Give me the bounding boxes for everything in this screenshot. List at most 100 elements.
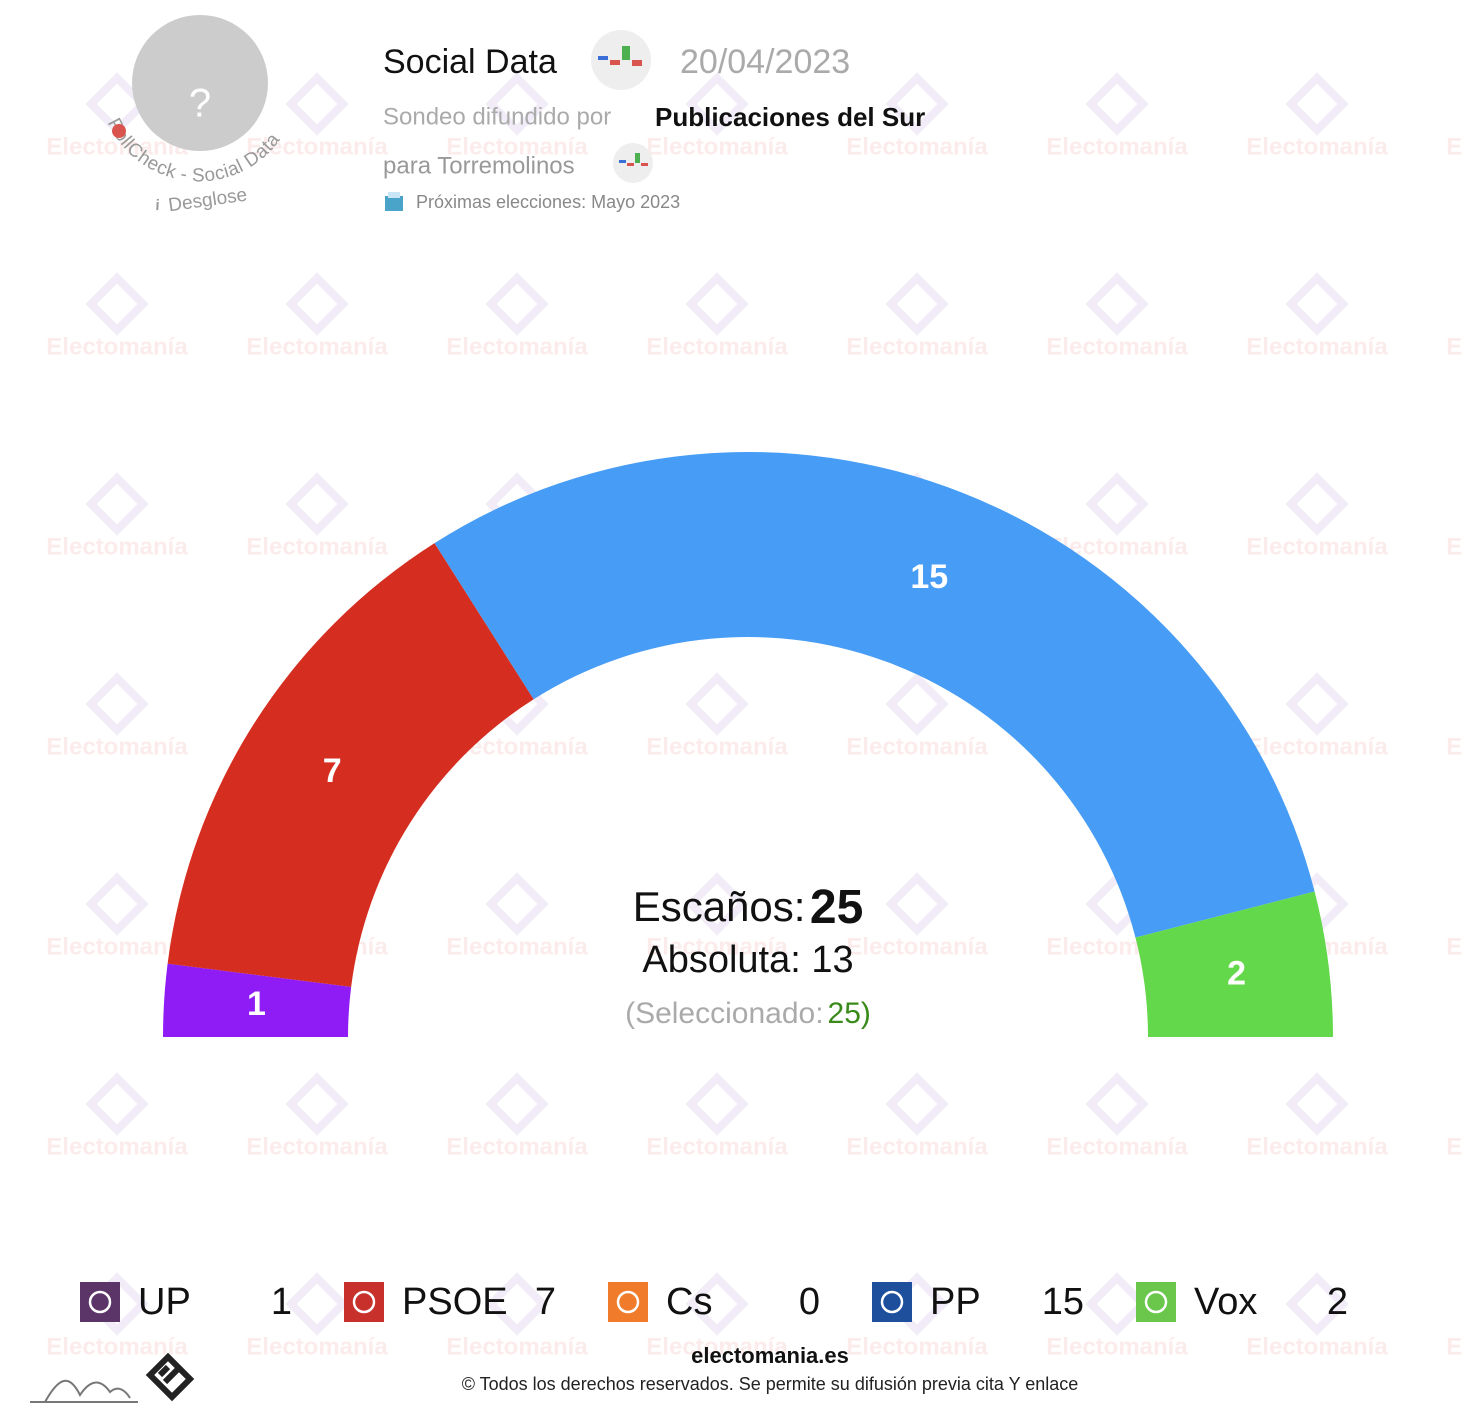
ballot-icon — [385, 192, 403, 211]
seats-line: Escaños: 25 — [633, 881, 864, 934]
watermark-icon — [885, 72, 949, 136]
scope-logo — [613, 143, 653, 183]
watermark-text: Electomanía — [1446, 933, 1462, 960]
watermark-icon — [285, 272, 349, 336]
watermark-text: Electomanía — [846, 1133, 988, 1160]
watermark-icon — [285, 1072, 349, 1136]
watermark-icon — [1285, 472, 1349, 536]
majority-line: Absoluta: 13 — [642, 939, 853, 981]
watermark-icon — [485, 72, 549, 136]
watermark-text: Electomanía — [446, 933, 588, 960]
watermark-icon — [85, 272, 149, 336]
watermark-text: Electomanía — [846, 933, 988, 960]
watermark-text: Electomanía — [646, 1133, 788, 1160]
publisher[interactable]: Publicaciones del Sur — [655, 102, 925, 132]
watermark-text: Electomanía — [1246, 333, 1388, 360]
watermark-text: Electomanía — [1246, 533, 1388, 560]
legend-value: 2 — [1327, 1281, 1348, 1323]
watermark-text: Electomanía — [46, 1133, 188, 1160]
watermark-icon — [285, 1272, 349, 1336]
breakdown-link[interactable]: i Desglose — [154, 184, 248, 218]
watermark-icon — [685, 872, 749, 936]
watermark-icon — [85, 872, 149, 936]
footer-logo — [30, 1352, 195, 1403]
watermark-text: Electomanía — [1246, 733, 1388, 760]
seat-label: 1 — [247, 985, 266, 1023]
watermark-icon — [1085, 72, 1149, 136]
watermark-icon — [285, 72, 349, 136]
watermark-text: Electomanía — [1446, 1133, 1462, 1160]
published-by-label: Sondeo difundido por — [383, 103, 611, 130]
watermark-text: Electomanía — [246, 333, 388, 360]
legend-name: Cs — [666, 1281, 712, 1323]
watermark-icon — [685, 72, 749, 136]
chart: 1 7 15 2 — [163, 452, 1333, 1037]
selected-open: (Seleccionado: — [625, 997, 823, 1030]
watermark-text: Electomanía — [246, 533, 388, 560]
party-logo — [1136, 1282, 1176, 1322]
watermark-icon — [1285, 1272, 1349, 1336]
seat-segment — [434, 452, 1315, 938]
seats-label: Escaños: — [633, 883, 806, 930]
avatar-placeholder: ? — [189, 82, 211, 126]
watermark-icon — [485, 1272, 549, 1336]
seat-segment — [167, 543, 534, 987]
watermark-text: Electomanía — [646, 333, 788, 360]
watermark-text: Electomanía — [46, 733, 188, 760]
watermark-icon — [85, 672, 149, 736]
watermark-text: Electomanía — [46, 1333, 188, 1360]
watermark-icon — [885, 672, 949, 736]
watermark-icon — [485, 1072, 549, 1136]
next-elections: Próximas elecciones: Mayo 2023 — [416, 192, 680, 212]
party-logo-mark — [616, 1290, 640, 1314]
party-logo — [344, 1282, 384, 1322]
seat-label: 15 — [910, 558, 948, 596]
watermark-text: Electomanía — [446, 133, 588, 160]
party-logo-mark — [88, 1290, 112, 1314]
watermark-icon — [885, 872, 949, 936]
watermark-text: Electomanía — [246, 133, 388, 160]
watermark-text: Electomanía — [646, 933, 788, 960]
selected-close: ) — [861, 997, 871, 1030]
poll-date: 20/04/2023 — [680, 43, 850, 81]
watermark-icon — [485, 272, 549, 336]
watermark-icon — [85, 472, 149, 536]
watermark-icon — [1085, 1272, 1149, 1336]
watermark-icon — [1285, 272, 1349, 336]
watermark-icon — [685, 672, 749, 736]
selected-line: (Seleccionado: 25) — [625, 997, 871, 1030]
watermark-text: Electomanía — [846, 133, 988, 160]
watermark-text: Electomanía — [1246, 1133, 1388, 1160]
watermark-text: Electomanía — [1446, 333, 1462, 360]
legend-name: UP — [138, 1281, 191, 1323]
party-logo — [872, 1282, 912, 1322]
watermark-text: Electomanía — [1246, 133, 1388, 160]
watermark-icon — [285, 472, 349, 536]
watermark-text: Electomanía — [1446, 533, 1462, 560]
watermark-text: Electomanía — [646, 133, 788, 160]
watermark-text: Electomanía — [1446, 1333, 1462, 1360]
watermark-text: Electomanía — [46, 933, 188, 960]
watermark-text: Electomanía — [846, 333, 988, 360]
watermark-text: Electomanía — [846, 1333, 988, 1360]
watermark-text: Electomanía — [1246, 1333, 1388, 1360]
watermark-text: Electomanía — [1446, 133, 1462, 160]
watermark-icon — [1285, 1072, 1349, 1136]
watermark-icon — [885, 272, 949, 336]
watermark-text: Electomanía — [46, 333, 188, 360]
watermark-text: Electomanía — [446, 333, 588, 360]
watermark-text: Electomanía — [246, 1333, 388, 1360]
watermark-text: Electomanía — [246, 1133, 388, 1160]
footer-site[interactable]: electomania.es — [691, 1343, 849, 1368]
watermark-icon — [85, 1072, 149, 1136]
legend-name: Vox — [1194, 1281, 1257, 1323]
watermark-icon — [1085, 1072, 1149, 1136]
legend-name: PSOE — [402, 1281, 508, 1323]
watermark-text: Electomanía — [1046, 133, 1188, 160]
party-logo — [80, 1282, 120, 1322]
watermark-icon — [885, 1072, 949, 1136]
watermark-icon — [685, 1072, 749, 1136]
watermark-text: Electomanía — [446, 1133, 588, 1160]
breakdown-label: Desglose — [167, 185, 248, 217]
seat-label: 7 — [323, 752, 342, 790]
